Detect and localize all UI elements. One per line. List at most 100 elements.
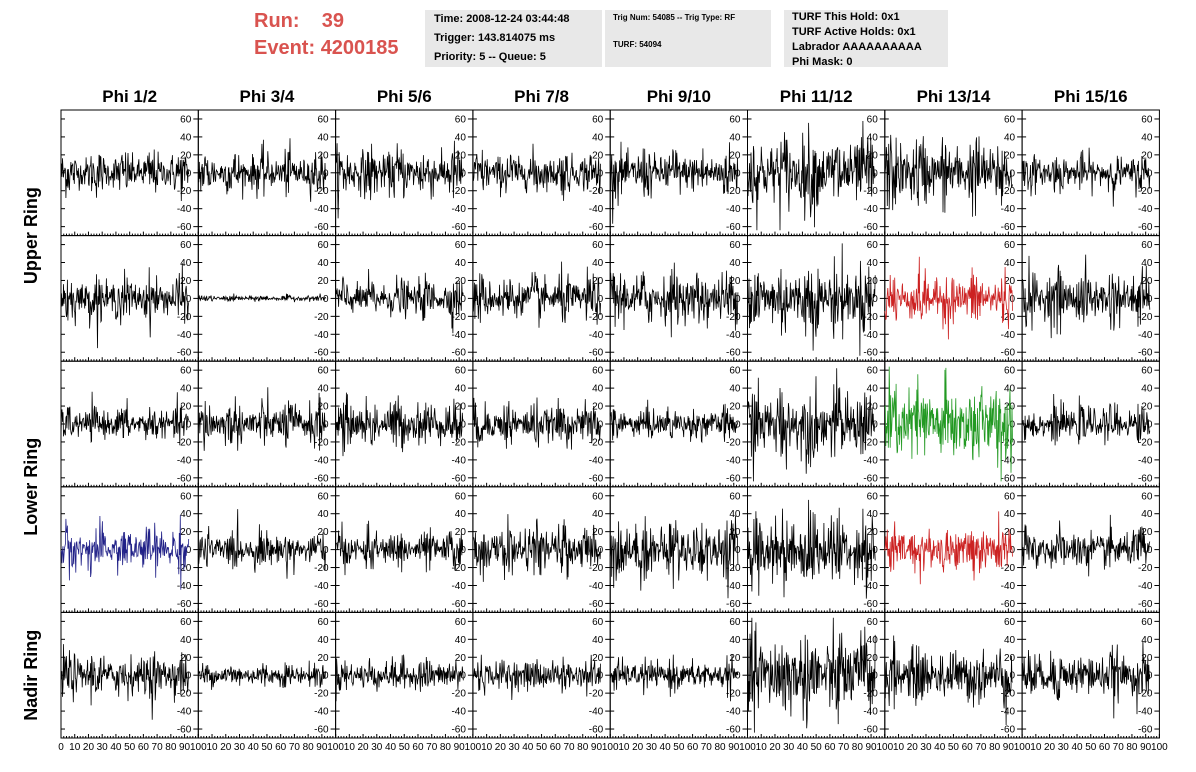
x-tick-label: 100 — [602, 742, 619, 753]
waveform-series — [609, 399, 739, 444]
y-tick-label: 0 — [323, 671, 329, 682]
x-tick-label: 60 — [138, 742, 150, 753]
x-tick-label: 40 — [110, 742, 122, 753]
x-tick-label: 60 — [412, 742, 424, 753]
x-tick-label: 50 — [1085, 742, 1097, 753]
y-tick-label: -40 — [1138, 581, 1153, 592]
waveform-series — [60, 391, 190, 446]
y-tick-label: -60 — [726, 725, 741, 736]
x-tick-label: 90 — [1140, 742, 1152, 753]
y-tick-label: -40 — [589, 204, 604, 215]
x-tick-label: 70 — [975, 742, 987, 753]
y-tick-label: -20 — [177, 563, 192, 574]
y-tick-label: -40 — [863, 455, 878, 466]
x-tick-label: 90 — [728, 742, 740, 753]
y-tick-label: -40 — [1001, 330, 1016, 341]
y-tick-label: 60 — [180, 240, 192, 251]
y-tick-label: 60 — [1141, 491, 1153, 502]
y-tick-label: -60 — [177, 725, 192, 736]
y-tick-label: 60 — [729, 491, 741, 502]
y-tick-label: -60 — [863, 599, 878, 610]
y-tick-label: -40 — [451, 707, 466, 718]
y-tick-label: -40 — [314, 581, 329, 592]
waveform-series — [884, 635, 1013, 726]
y-tick-label: 60 — [867, 617, 879, 628]
x-tick-label: 60 — [824, 742, 836, 753]
y-tick-label: 0 — [460, 420, 466, 431]
trig-num-text: Trig Num: 54085 -- Trig Type: RF — [613, 13, 736, 22]
y-tick-label: -40 — [1001, 455, 1016, 466]
y-tick-label: 0 — [460, 545, 466, 556]
y-tick-label: -40 — [589, 330, 604, 341]
x-tick-label: 50 — [673, 742, 685, 753]
waveform-series — [747, 368, 876, 482]
y-tick-label: 40 — [592, 384, 604, 395]
y-tick-label: 60 — [317, 114, 329, 125]
y-tick-label: 20 — [1141, 653, 1153, 664]
y-tick-label: 60 — [1141, 366, 1153, 377]
y-tick-label: -40 — [863, 330, 878, 341]
x-tick-label: 40 — [1071, 742, 1083, 753]
waveform-series — [335, 140, 464, 219]
y-tick-label: 40 — [180, 635, 192, 646]
y-tick-label: -20 — [314, 437, 329, 448]
y-tick-label: 20 — [729, 402, 741, 413]
x-tick-label: 60 — [275, 742, 287, 753]
waveform-series — [335, 268, 464, 334]
y-tick-label: -40 — [589, 581, 604, 592]
x-tick-label: 80 — [852, 742, 864, 753]
y-tick-label: 40 — [592, 509, 604, 520]
y-tick-label: 40 — [867, 258, 879, 269]
y-tick-label: 20 — [1004, 527, 1016, 538]
y-tick-label: -60 — [1001, 725, 1016, 736]
x-tick-label: 20 — [220, 742, 232, 753]
y-tick-label: 0 — [872, 671, 878, 682]
x-tick-label: 50 — [261, 742, 273, 753]
ring-label: Lower Ring — [21, 438, 41, 536]
y-tick-label: 20 — [180, 150, 192, 161]
y-tick-label: -60 — [177, 348, 192, 359]
y-tick-label: 20 — [180, 276, 192, 287]
y-tick-label: -60 — [314, 473, 329, 484]
x-tick-label: 70 — [1113, 742, 1125, 753]
waveform-series — [60, 149, 190, 202]
y-tick-label: 60 — [729, 617, 741, 628]
y-tick-label: 60 — [317, 617, 329, 628]
y-tick-label: -40 — [726, 581, 741, 592]
y-tick-label: -60 — [1001, 348, 1016, 359]
y-tick-label: 20 — [1141, 402, 1153, 413]
y-tick-label: -40 — [177, 204, 192, 215]
y-tick-label: 40 — [317, 509, 329, 520]
y-tick-label: -40 — [1001, 707, 1016, 718]
y-tick-label: -20 — [1001, 186, 1016, 197]
waveform-series — [472, 397, 601, 450]
y-tick-label: 60 — [180, 617, 192, 628]
x-tick-label: 10 — [756, 742, 768, 753]
y-tick-label: -60 — [177, 473, 192, 484]
y-tick-label: 0 — [460, 294, 466, 305]
y-tick-label: 60 — [592, 240, 604, 251]
y-tick-label: -60 — [451, 222, 466, 233]
y-tick-label: -20 — [1001, 689, 1016, 700]
waveform-series — [747, 499, 876, 599]
y-tick-label: 0 — [872, 294, 878, 305]
y-tick-label: 60 — [1004, 617, 1016, 628]
y-tick-label: -60 — [1138, 348, 1153, 359]
y-tick-label: -60 — [314, 222, 329, 233]
y-tick-label: 40 — [180, 258, 192, 269]
y-tick-label: -60 — [589, 725, 604, 736]
y-tick-label: 20 — [592, 527, 604, 538]
waveform-series — [1021, 147, 1151, 207]
y-tick-label: -40 — [314, 204, 329, 215]
y-tick-label: 20 — [592, 402, 604, 413]
x-tick-label: 70 — [838, 742, 850, 753]
event-label: Event: — [254, 37, 316, 59]
y-tick-label: -60 — [1138, 473, 1153, 484]
y-tick-label: -40 — [589, 455, 604, 466]
y-tick-label: 20 — [729, 276, 741, 287]
y-tick-label: -20 — [1138, 312, 1153, 323]
y-tick-label: -40 — [1138, 455, 1153, 466]
y-tick-label: -60 — [863, 473, 878, 484]
column-title: Phi 7/8 — [514, 87, 569, 106]
y-tick-label: 40 — [1004, 258, 1016, 269]
